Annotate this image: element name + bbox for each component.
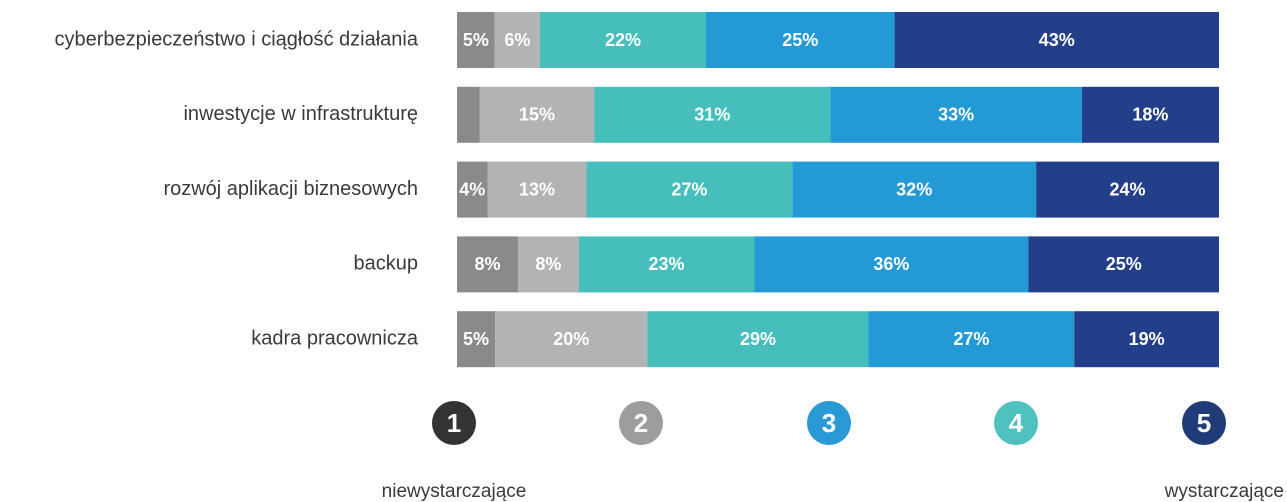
value-label: 31% — [694, 105, 730, 125]
bar-segment — [1081, 86, 1219, 143]
value-label: 25% — [782, 30, 818, 50]
bar-segment — [479, 86, 595, 143]
category-label: kadra pracownicza — [251, 327, 419, 349]
value-label: 25% — [1106, 254, 1142, 274]
bar-segment — [894, 12, 1219, 68]
scale-low-label: niewystarczające — [382, 481, 527, 502]
bar-segment — [457, 161, 488, 218]
value-label: 8% — [474, 254, 500, 274]
scale-circle — [994, 401, 1038, 445]
bar-segment — [495, 311, 648, 368]
scale-number: 4 — [1009, 408, 1024, 438]
bar-segment — [487, 161, 587, 218]
bar-segment — [578, 236, 755, 293]
bar-segment — [457, 311, 496, 368]
value-label: 23% — [649, 254, 685, 274]
scale-number: 2 — [634, 408, 648, 438]
bar-segment — [705, 12, 895, 68]
value-label: 18% — [1132, 105, 1168, 125]
category-label: inwestycje w infrastrukturę — [183, 103, 418, 125]
bar-segment — [830, 86, 1082, 143]
bar-segment — [754, 236, 1029, 293]
bar-segment — [517, 236, 579, 293]
value-label: 13% — [519, 179, 555, 199]
scale-number: 1 — [447, 408, 461, 438]
value-label: 32% — [896, 179, 932, 199]
value-label: 6% — [504, 30, 530, 50]
bar-segment — [1074, 311, 1219, 368]
scale-number: 3 — [822, 408, 836, 438]
value-label: 27% — [671, 179, 707, 199]
value-label: 5% — [463, 329, 489, 349]
bar-segment — [868, 311, 1075, 368]
scale-circle — [1182, 401, 1226, 445]
bar-segment — [647, 311, 869, 368]
value-label: 43% — [1039, 30, 1075, 50]
bar-segment — [494, 12, 540, 68]
bar-segment — [1036, 161, 1219, 218]
bar-segment — [457, 86, 480, 143]
value-label: 24% — [1110, 179, 1146, 199]
bar-segment — [1028, 236, 1219, 293]
value-label: 15% — [519, 105, 555, 125]
value-label: 4% — [459, 179, 485, 199]
scale-circle — [432, 401, 476, 445]
value-label: 8% — [535, 254, 561, 274]
scale-number: 5 — [1197, 408, 1211, 438]
value-label: 19% — [1129, 329, 1165, 349]
scale-circle — [619, 401, 663, 445]
bar-segment — [586, 161, 793, 218]
category-label: cyberbezpieczeństwo i ciągłość działania — [54, 28, 418, 50]
value-label: 29% — [740, 329, 776, 349]
value-label: 5% — [463, 30, 489, 50]
value-label: 27% — [953, 329, 989, 349]
scale-high-label: wystarczające — [1164, 481, 1284, 502]
bar-segment — [539, 12, 706, 68]
value-label: 20% — [553, 329, 589, 349]
value-label: 33% — [938, 105, 974, 125]
category-label: backup — [354, 253, 419, 275]
bar-segment — [457, 236, 518, 293]
value-label: 22% — [605, 30, 641, 50]
scale-circle — [807, 401, 851, 445]
bar-segment — [457, 12, 495, 68]
category-label: rozwój aplikacji biznesowych — [163, 178, 418, 200]
bar-segment — [792, 161, 1037, 218]
bar-segment — [594, 86, 831, 143]
value-label: 36% — [873, 254, 909, 274]
